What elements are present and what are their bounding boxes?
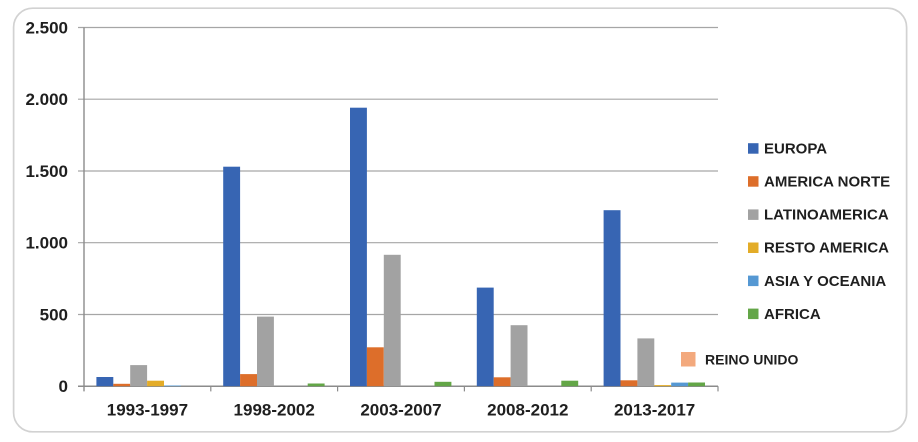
svg-text:1998-2002: 1998-2002: [234, 401, 315, 420]
svg-text:2.000: 2.000: [25, 90, 68, 109]
svg-text:0: 0: [59, 377, 68, 396]
svg-text:AFRICA: AFRICA: [764, 306, 821, 323]
svg-text:RESTO AMERICA: RESTO AMERICA: [764, 240, 889, 257]
svg-text:500: 500: [40, 306, 68, 325]
svg-text:1.500: 1.500: [25, 162, 68, 181]
svg-text:AMERICA NORTE: AMERICA NORTE: [764, 174, 890, 191]
svg-text:REINO UNIDO: REINO UNIDO: [705, 352, 798, 368]
svg-text:2008-2012: 2008-2012: [487, 401, 568, 420]
svg-text:LATINOAMERICA: LATINOAMERICA: [764, 207, 889, 224]
svg-text:EUROPA: EUROPA: [764, 140, 827, 157]
svg-text:1.000: 1.000: [25, 234, 68, 253]
svg-text:2003-2007: 2003-2007: [360, 401, 441, 420]
svg-text:1993-1997: 1993-1997: [107, 401, 188, 420]
svg-text:2.500: 2.500: [25, 19, 68, 38]
svg-text:ASIA Y OCEANIA: ASIA Y OCEANIA: [764, 273, 886, 290]
svg-text:2013-2017: 2013-2017: [614, 401, 695, 420]
